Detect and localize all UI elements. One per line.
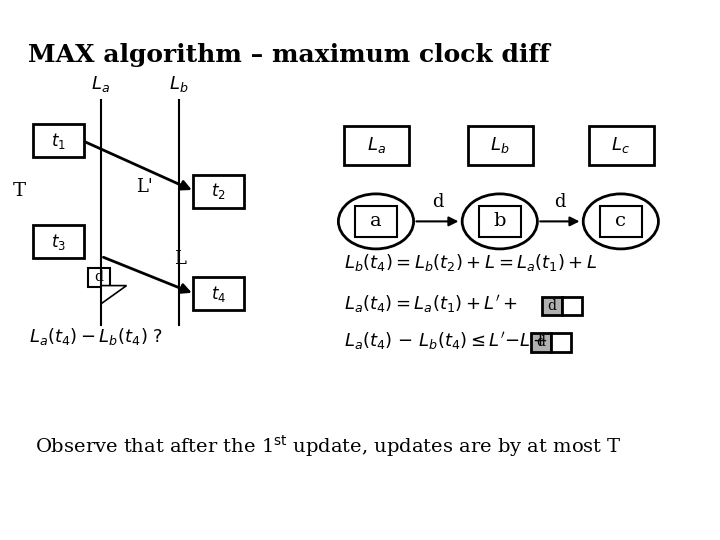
FancyBboxPatch shape bbox=[479, 206, 521, 237]
FancyBboxPatch shape bbox=[589, 126, 654, 165]
FancyBboxPatch shape bbox=[88, 268, 110, 287]
Text: c: c bbox=[616, 212, 626, 231]
Text: d: d bbox=[94, 271, 104, 285]
Text: L: L bbox=[174, 250, 186, 268]
FancyBboxPatch shape bbox=[192, 174, 244, 208]
Text: Observe that after the 1$^{\mathrm{st}}$ update, updates are by at most T: Observe that after the 1$^{\mathrm{st}}$… bbox=[35, 433, 621, 459]
FancyBboxPatch shape bbox=[531, 333, 551, 352]
Text: $L_b$: $L_b$ bbox=[169, 74, 189, 94]
Text: d: d bbox=[432, 193, 444, 211]
Text: $L_a(t_4)\ \mathrm{-}\ L_b(t_4) \leq L' \mathrm{-} L+\ $: $L_a(t_4)\ \mathrm{-}\ L_b(t_4) \leq L' … bbox=[344, 329, 548, 352]
Text: $t_3$: $t_3$ bbox=[51, 232, 66, 252]
Text: $t_4$: $t_4$ bbox=[211, 284, 226, 304]
Polygon shape bbox=[101, 286, 127, 304]
FancyBboxPatch shape bbox=[542, 296, 562, 315]
Text: $L_c$: $L_c$ bbox=[611, 136, 630, 156]
Ellipse shape bbox=[583, 194, 658, 249]
Text: $L_a(t_4) - L_b(t_4)\ ?$: $L_a(t_4) - L_b(t_4)\ ?$ bbox=[30, 326, 163, 347]
FancyBboxPatch shape bbox=[33, 124, 84, 157]
Text: $L_b(t_4) = L_b(t_2) + L= L_a(t_1) + L$: $L_b(t_4) = L_b(t_2) + L= L_a(t_1) + L$ bbox=[344, 252, 598, 273]
FancyBboxPatch shape bbox=[468, 126, 533, 165]
FancyBboxPatch shape bbox=[562, 296, 582, 315]
FancyBboxPatch shape bbox=[33, 225, 84, 258]
Ellipse shape bbox=[462, 194, 537, 249]
FancyBboxPatch shape bbox=[344, 126, 409, 165]
Text: b: b bbox=[493, 212, 506, 231]
Text: a: a bbox=[370, 212, 382, 231]
Text: $L_a(t_4) = L_a(t_1) + L' +\ $: $L_a(t_4) = L_a(t_1) + L' +\ $ bbox=[344, 293, 518, 315]
Text: d: d bbox=[547, 299, 557, 313]
Text: L': L' bbox=[136, 178, 153, 197]
Text: d: d bbox=[536, 335, 546, 349]
Text: T: T bbox=[12, 182, 26, 200]
FancyBboxPatch shape bbox=[355, 206, 397, 237]
Text: $L_b$: $L_b$ bbox=[490, 136, 510, 156]
Text: $L_a$: $L_a$ bbox=[366, 136, 385, 156]
FancyBboxPatch shape bbox=[600, 206, 642, 237]
Text: MAX algorithm – maximum clock diff: MAX algorithm – maximum clock diff bbox=[27, 43, 549, 66]
FancyBboxPatch shape bbox=[551, 333, 571, 352]
Ellipse shape bbox=[338, 194, 413, 249]
Text: $L_a$: $L_a$ bbox=[91, 74, 110, 94]
Text: $t_2$: $t_2$ bbox=[211, 181, 225, 201]
FancyBboxPatch shape bbox=[192, 278, 244, 310]
Text: d: d bbox=[554, 193, 565, 211]
Text: $t_1$: $t_1$ bbox=[51, 131, 66, 151]
